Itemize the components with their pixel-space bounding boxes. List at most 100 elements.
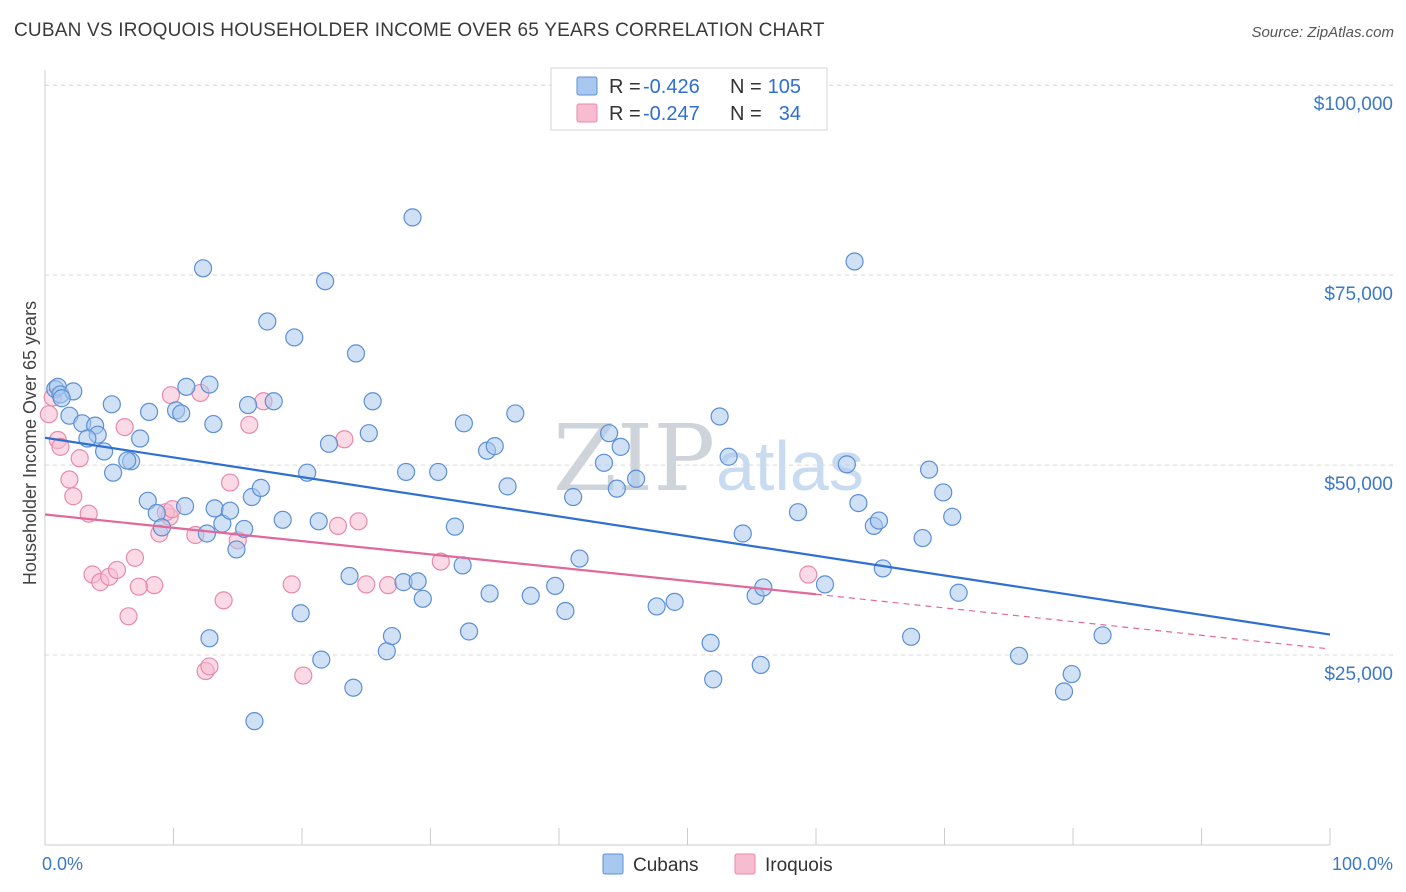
cubans-point [445, 517, 465, 536]
legend-n-value-iroquois: 34 [779, 103, 801, 125]
bottom-legend-swatch-iroquois [734, 853, 756, 875]
cubans-point [316, 272, 335, 291]
cubans-point [408, 572, 427, 591]
iroquois-point [200, 657, 219, 676]
cubans-point [546, 576, 565, 596]
chart-source: Source: ZipAtlas.com [1251, 24, 1394, 41]
cubans-point [382, 626, 402, 646]
iroquois-point [431, 552, 450, 571]
legend-r-label-iroquois: R = [609, 103, 641, 125]
cubans-point [102, 395, 121, 414]
cubans-point [172, 404, 191, 423]
cubans-point [235, 519, 254, 539]
cubans-point [258, 312, 277, 331]
cubans-point [506, 404, 525, 423]
iroquois-point [335, 430, 354, 449]
cubans-point [837, 455, 856, 474]
cubans-point [751, 655, 770, 675]
cubans-point [710, 407, 729, 426]
x-tick-label-max: 100.0% [1332, 854, 1393, 874]
trendlines [44, 436, 1331, 650]
cubans-point [291, 604, 310, 623]
cubans-point [139, 402, 159, 422]
cubans-point [453, 556, 472, 575]
cubans-point [454, 414, 474, 433]
iroquois-point [51, 437, 70, 456]
y-tick-label: $25,000 [1324, 664, 1393, 685]
cubans-point [845, 252, 864, 271]
cubans-point [1009, 646, 1029, 665]
cubans-point [570, 549, 589, 568]
iroquois-point [282, 575, 301, 594]
cubans-point [138, 491, 157, 510]
cubans-point [556, 601, 575, 621]
legend-n-label-iroquois: N = [730, 103, 762, 125]
cubans-point [396, 462, 416, 482]
cubans-point [251, 478, 270, 497]
iroquois-point [129, 577, 148, 596]
cubans-point [733, 524, 752, 543]
cubans-point [943, 507, 962, 526]
bottom-legend: Cubans Iroquois [602, 853, 833, 876]
cubans-point [480, 584, 499, 603]
iroquois-point [115, 418, 134, 437]
cubans-point [197, 524, 217, 543]
legend-swatch-iroquois [576, 103, 598, 123]
cubans-point [344, 678, 363, 697]
cubans-point [429, 462, 448, 482]
cubans-point [594, 453, 614, 472]
y-tick-label: $50,000 [1324, 474, 1393, 495]
cubans-point [104, 463, 123, 482]
iroquois-point [214, 591, 233, 610]
iroquois-point [240, 415, 259, 434]
iroquois-point [39, 405, 58, 424]
cubans-point [363, 392, 382, 411]
legend: R = -0.426 N = 105 R = -0.247 N = 34 [550, 67, 828, 131]
y-axis-label: Householder Income Over 65 years [20, 301, 40, 585]
cubans-point [704, 670, 723, 689]
cubans-point [701, 633, 720, 652]
legend-swatch-cubans [576, 76, 598, 96]
cubans-point [611, 437, 630, 456]
cubans-point [340, 566, 359, 586]
iroquois-point [357, 575, 376, 594]
cubans-point [193, 259, 213, 278]
legend-r-value-cubans: -0.426 [643, 76, 700, 98]
cubans-point [1062, 664, 1081, 684]
iroquois-point [161, 386, 181, 405]
cubans-point [200, 375, 219, 394]
bottom-legend-swatch-cubans [602, 853, 624, 875]
y-tick-labels: $25,000 $50,000 $75,000 $100,000 [1314, 94, 1393, 685]
cubans-point [788, 503, 808, 522]
cubans-point [319, 434, 339, 453]
iroquois-point [378, 576, 398, 595]
cubans-point [204, 414, 223, 434]
iroquois-point [349, 512, 368, 531]
y-tick-label: $75,000 [1324, 284, 1393, 305]
cubans-point [175, 497, 195, 516]
cubans-point [273, 510, 292, 529]
cubans-point [600, 424, 619, 443]
cubans-point [227, 540, 246, 559]
cubans-point [647, 597, 666, 616]
cubans-point [220, 501, 240, 520]
cubans-point [130, 429, 150, 448]
legend-r-value-iroquois: -0.247 [643, 103, 700, 125]
cubans-point [869, 511, 889, 530]
iroquois-point [107, 560, 127, 580]
cubans-point [285, 328, 304, 347]
legend-n-value-cubans: 105 [768, 76, 801, 98]
iroquois-point [70, 449, 89, 468]
iroquois-point [64, 487, 83, 506]
cubans-point [238, 395, 258, 415]
cubans-point [913, 528, 932, 548]
cubans-point [901, 627, 921, 646]
iroquois-point [799, 565, 818, 584]
iroquois-point [125, 548, 145, 567]
cubans-point [312, 650, 331, 669]
cubans-point [245, 712, 264, 731]
iroquois-point [145, 576, 164, 595]
iroquois-point [294, 666, 313, 685]
cubans-point [309, 512, 328, 531]
